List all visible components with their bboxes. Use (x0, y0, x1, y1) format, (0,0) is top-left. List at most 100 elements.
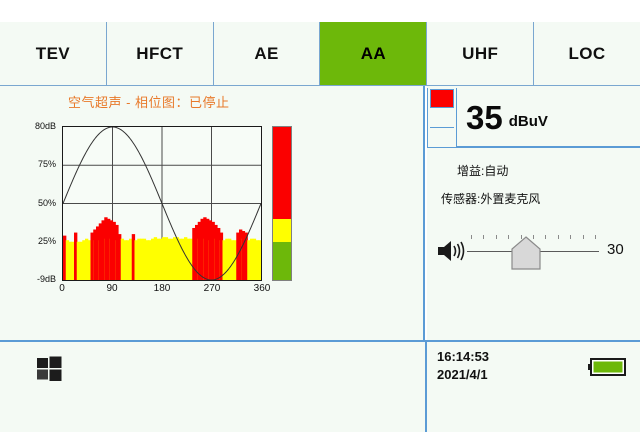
chart-bar-yellow (225, 238, 229, 280)
volume-slider[interactable]: 30 (435, 226, 640, 276)
amplitude-legend-bar (272, 126, 292, 281)
chart-bar-yellow (120, 238, 125, 280)
windows-logo-icon[interactable] (36, 356, 62, 382)
tab-label: UHF (462, 43, 499, 63)
volume-tick (570, 235, 572, 239)
volume-tick (582, 235, 584, 239)
chart-bar-yellow (140, 238, 144, 280)
chart-bar-yellow (123, 240, 127, 280)
sensor-setting-label: 传感器:外置麦克风 (441, 192, 541, 206)
chart-y-axis-labels: 80dB 75% 50% 25% -9dB (0, 120, 58, 288)
chart-bar-yellow (186, 238, 191, 280)
volume-value: 30 (607, 241, 624, 258)
volume-tick (471, 235, 472, 239)
chart-bar-red (214, 224, 218, 280)
chart-bar-red (107, 218, 111, 280)
chart-bar-red (74, 232, 78, 280)
status-bar-divider (425, 340, 427, 432)
chart-bar-red (63, 235, 67, 280)
y-tick-label: -9dB (36, 274, 56, 284)
tab-hfct[interactable]: HFCT (106, 22, 214, 85)
chart-bar-red (98, 223, 103, 280)
tab-label: AA (360, 43, 387, 63)
chart-bar-yellow (175, 237, 180, 280)
chart-bar-yellow (159, 238, 163, 280)
chart-bar-red (115, 224, 119, 280)
chart-bar-yellow (153, 237, 158, 280)
chart-bar-red (239, 229, 243, 280)
chart-bar-red (236, 232, 240, 280)
tab-label: TEV (35, 43, 71, 63)
clock-time: 16:14:53 (437, 349, 490, 364)
chart-bar-red (208, 220, 213, 280)
volume-tick (495, 235, 497, 239)
y-tick-label: 75% (37, 159, 56, 170)
chart-bar-yellow (129, 238, 133, 280)
tab-aa[interactable]: AA (320, 22, 428, 85)
chart-bar-yellow (151, 238, 155, 280)
legend-segment (273, 127, 291, 219)
chart-bar-yellow (76, 241, 81, 280)
mode-tab-bar: TEV HFCT AE AA UHF LOC (0, 22, 640, 86)
chart-bar-red (203, 217, 207, 280)
chart-bar-yellow (184, 237, 188, 280)
volume-tick (545, 235, 547, 239)
gain-setting-label: 增益:自动 (457, 164, 509, 178)
chart-bar-yellow (189, 238, 193, 280)
volume-tick-marks (471, 235, 599, 240)
clock-date: 2021/4/1 (437, 367, 488, 382)
chart-bar-yellow (71, 241, 75, 280)
chart-bar-yellow (252, 238, 257, 280)
chart-bar-yellow (173, 237, 177, 280)
chart-bar-red (96, 226, 100, 280)
chart-bar-red (93, 229, 97, 280)
reference-sine-curve (63, 127, 261, 280)
status-bar (0, 340, 640, 432)
chart-bar-yellow (230, 240, 235, 280)
volume-tick (520, 235, 522, 239)
x-tick-label: 0 (59, 283, 65, 294)
chart-bar-yellow (170, 238, 174, 280)
chart-bar-yellow (134, 240, 138, 280)
phase-chart[interactable] (62, 126, 270, 281)
readout-panel: 35 dBuV 增益:自动 传感器:外置麦克风 30 (427, 86, 640, 340)
chart-bar-red (104, 217, 108, 280)
y-tick-label: 50% (37, 197, 56, 208)
chart-bar-red (101, 220, 105, 280)
tab-loc[interactable]: LOC (534, 22, 640, 85)
chart-bar-red (241, 231, 246, 280)
measurement-unit: dBuV (508, 113, 548, 130)
chart-svg (63, 127, 261, 280)
chart-title: 空气超声 - 相位图：已停止 (68, 95, 230, 110)
tab-ae[interactable]: AE (213, 22, 321, 85)
chart-bar-red (192, 227, 196, 280)
chart-bar-yellow (137, 238, 141, 280)
level-cell-mid (430, 109, 454, 128)
chart-bar-red (131, 234, 136, 280)
chart-bar-yellow (258, 240, 261, 280)
volume-tick (595, 235, 596, 239)
legend-segment (273, 218, 291, 242)
volume-thumb[interactable] (511, 236, 541, 270)
x-tick-label: 270 (203, 283, 221, 294)
chart-bar-yellow (82, 240, 86, 280)
tab-label: HFCT (136, 43, 184, 63)
tab-uhf[interactable]: UHF (427, 22, 535, 85)
chart-bar-yellow (167, 238, 171, 280)
level-cell-high (430, 89, 454, 108)
chart-bar-yellow (68, 241, 72, 280)
chart-bar-red (90, 232, 94, 280)
volume-tick (483, 235, 485, 239)
chart-bar-red (112, 221, 116, 280)
chart-bar-yellow (65, 240, 70, 280)
tab-tev[interactable]: TEV (0, 22, 107, 85)
x-tick-label: 360 (253, 283, 271, 294)
chart-bar-yellow (145, 240, 149, 280)
chart-bar-yellow (247, 240, 251, 280)
tab-label: LOC (568, 43, 606, 63)
chart-bar-yellow (162, 237, 166, 280)
chart-bar-red (244, 232, 248, 280)
clock: 16:14:53 2021/4/1 (437, 348, 489, 384)
chart-bar-yellow (87, 240, 92, 280)
